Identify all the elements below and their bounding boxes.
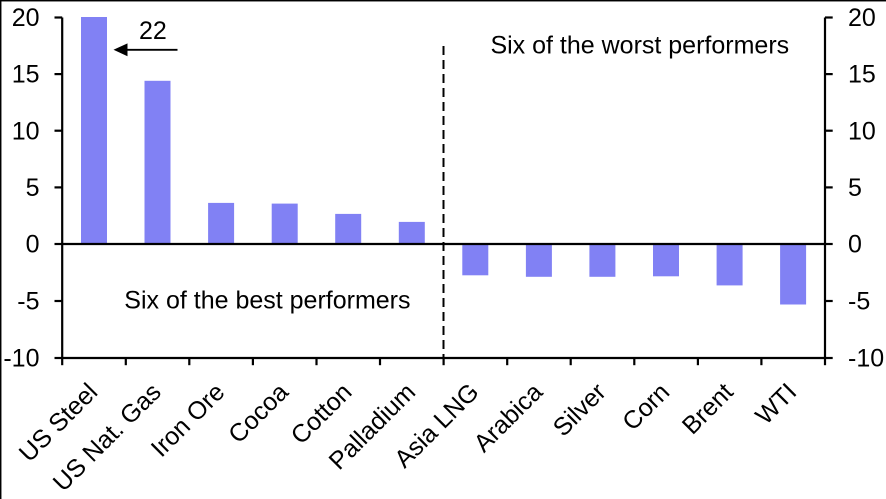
svg-text:10: 10 <box>848 117 876 145</box>
svg-text:5: 5 <box>26 174 40 202</box>
svg-text:15: 15 <box>848 61 876 89</box>
svg-text:-5: -5 <box>17 288 39 316</box>
svg-text:20: 20 <box>848 4 876 32</box>
svg-text:Six of the best performers: Six of the best performers <box>124 286 410 314</box>
svg-text:22: 22 <box>139 17 167 45</box>
svg-text:5: 5 <box>848 174 862 202</box>
svg-text:15: 15 <box>12 61 40 89</box>
svg-text:20: 20 <box>12 4 40 32</box>
svg-text:0: 0 <box>26 231 40 259</box>
svg-text:-10: -10 <box>848 345 884 373</box>
svg-text:-5: -5 <box>848 288 870 316</box>
svg-text:0: 0 <box>848 231 862 259</box>
svg-text:-10: -10 <box>3 345 39 373</box>
svg-text:Six of the worst performers: Six of the worst performers <box>490 31 789 59</box>
svg-text:10: 10 <box>12 117 40 145</box>
